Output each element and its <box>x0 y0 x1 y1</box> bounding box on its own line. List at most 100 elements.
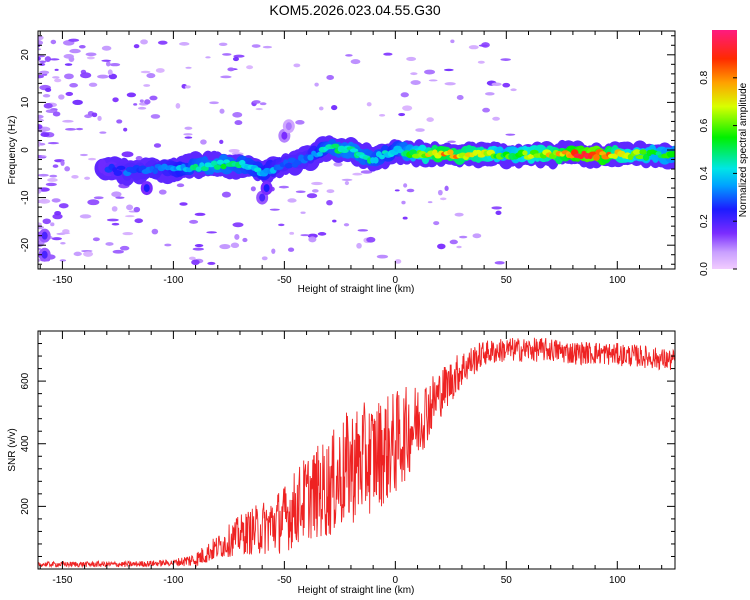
heatmap-ridge-cell <box>592 153 600 161</box>
heatmap-noise-blob <box>80 72 92 79</box>
heatmap-noise-blob <box>184 85 191 89</box>
colorbar-gradient <box>712 30 737 269</box>
heatmap-noise-blob <box>449 239 458 245</box>
heatmap-noise-blob <box>158 189 167 195</box>
heatmap-noise-blob <box>58 94 65 100</box>
heatmap-noise-blob <box>38 188 42 194</box>
heatmap-noise-blob <box>194 243 204 248</box>
heatmap-noise-blob <box>140 39 148 45</box>
heatmap-noise-blob <box>326 75 334 81</box>
heatmap-noise-blob <box>468 45 479 50</box>
heatmap-noise-blob <box>126 92 137 98</box>
heatmap-noise-blob <box>38 222 42 226</box>
heatmap-noise-blob <box>261 256 268 261</box>
heatmap-noise-blob <box>308 236 317 243</box>
x-tick-label: 0 <box>393 575 399 586</box>
heatmap-noise-blob <box>318 106 324 111</box>
heatmap-ridge-cell <box>223 159 230 164</box>
heatmap-noise-blob <box>116 119 123 124</box>
x-tick-label: -100 <box>163 575 183 586</box>
heatmap-ridge-cell <box>577 154 584 160</box>
heatmap-noise-blob <box>293 63 301 68</box>
heatmap-noise-blob <box>107 69 113 76</box>
heatmap-noise-blob <box>38 143 41 147</box>
heatmap-noise-blob <box>356 242 362 249</box>
heatmap-noise-blob <box>207 261 216 265</box>
heatmap-noise-blob <box>300 234 310 237</box>
heatmap-noise-blob <box>505 133 516 136</box>
heatmap-noise-blob <box>232 56 239 62</box>
heatmap-noise-blob <box>341 178 353 182</box>
colorbar-tick-label: 0.6 <box>699 118 710 132</box>
heatmap-noise-blob <box>189 219 199 224</box>
heatmap-noise-blob <box>139 99 144 103</box>
heatmap-noise-blob <box>41 73 48 76</box>
heatmap-noise-blob <box>52 164 59 168</box>
heatmap-noise-blob <box>38 74 44 79</box>
heatmap-noise-blob <box>149 95 158 101</box>
heatmap-noise-blob <box>234 233 240 240</box>
heatmap-noise-blob <box>218 42 228 47</box>
heatmap-noise-blob <box>69 48 81 54</box>
y-tick-label: 0 <box>20 147 31 153</box>
heatmap-ridge-cell <box>447 149 454 156</box>
heatmap-noise-blob <box>38 198 51 204</box>
heatmap-ridge-cell <box>349 148 359 153</box>
heatmap-noise-blob <box>394 259 402 264</box>
x-tick-label: 50 <box>501 575 513 586</box>
heatmap-noise-blob <box>350 59 361 65</box>
heatmap-noise-blob <box>424 69 436 75</box>
heatmap-ridge-cell <box>372 157 379 164</box>
heatmap-noise-blob <box>39 70 50 75</box>
heatmap-noise-blob <box>54 78 62 83</box>
heatmap-noise-blob <box>49 174 58 178</box>
heatmap-noise-blob <box>112 97 119 103</box>
heatmap-ridge-cell <box>340 148 349 153</box>
heatmap-noise-blob <box>124 215 135 218</box>
heatmap-ridge-cell <box>113 170 123 176</box>
heatmap-noise-blob <box>222 53 232 56</box>
heatmap-noise-blob <box>52 213 63 220</box>
heatmap-noise-blob <box>72 99 83 105</box>
heatmap-noise-blob <box>259 102 267 106</box>
colorbar: 0.0 0.2 0.4 0.6 0.8 Normalized spectral ampl… <box>699 30 749 276</box>
colorbar-label: Normalized spectral amplitude <box>738 82 749 217</box>
heatmap-noise-blob <box>200 139 207 145</box>
spectrogram-x-ticks: -150 -100 -50 0 50 100 <box>39 31 663 286</box>
heatmap-noise-blob <box>111 222 120 226</box>
heatmap-noise-blob <box>459 235 468 239</box>
heatmap-noise-blob <box>219 108 225 114</box>
heatmap-noise-blob <box>251 44 261 48</box>
heatmap-noise-blob <box>219 139 224 145</box>
heatmap-noise-blob <box>492 116 500 121</box>
heatmap-noise-blob <box>38 114 44 119</box>
heatmap-noise-blob <box>269 208 280 211</box>
heatmap-noise-blob <box>38 35 44 41</box>
heatmap-noise-blob <box>52 111 61 117</box>
heatmap-noise-blob <box>179 42 190 46</box>
heatmap-noise-blob <box>140 70 151 74</box>
heatmap-noise-blob <box>456 94 464 101</box>
heatmap-ridge-cell <box>195 166 202 172</box>
heatmap-noise-blob <box>112 249 124 254</box>
heatmap-noise-blob <box>450 39 455 44</box>
heatmap-noise-blob <box>92 237 100 242</box>
heatmap-noise-blob <box>115 196 125 199</box>
heatmap-noise-blob <box>311 189 319 193</box>
heatmap-noise-blob <box>51 237 62 241</box>
heatmap-noise-blob <box>401 200 406 205</box>
heatmap-noise-blob <box>454 212 464 217</box>
heatmap-noise-blob <box>456 245 462 249</box>
heatmap-noise-blob <box>137 106 147 110</box>
heatmap-noise-blob <box>491 206 502 210</box>
heatmap-noise-blob <box>133 44 140 49</box>
heatmap-noise-blob <box>38 48 42 51</box>
heatmap-noise-blob <box>183 133 193 136</box>
heatmap-noise-blob <box>99 131 107 134</box>
heatmap-noise-blob <box>326 199 333 206</box>
heatmap-noise-blob <box>86 56 95 60</box>
heatmap-noise-blob <box>93 196 104 200</box>
heatmap-noise-blob <box>287 247 295 252</box>
heatmap-noise-blob <box>447 140 456 143</box>
heatmap-noise-blob <box>143 84 151 87</box>
